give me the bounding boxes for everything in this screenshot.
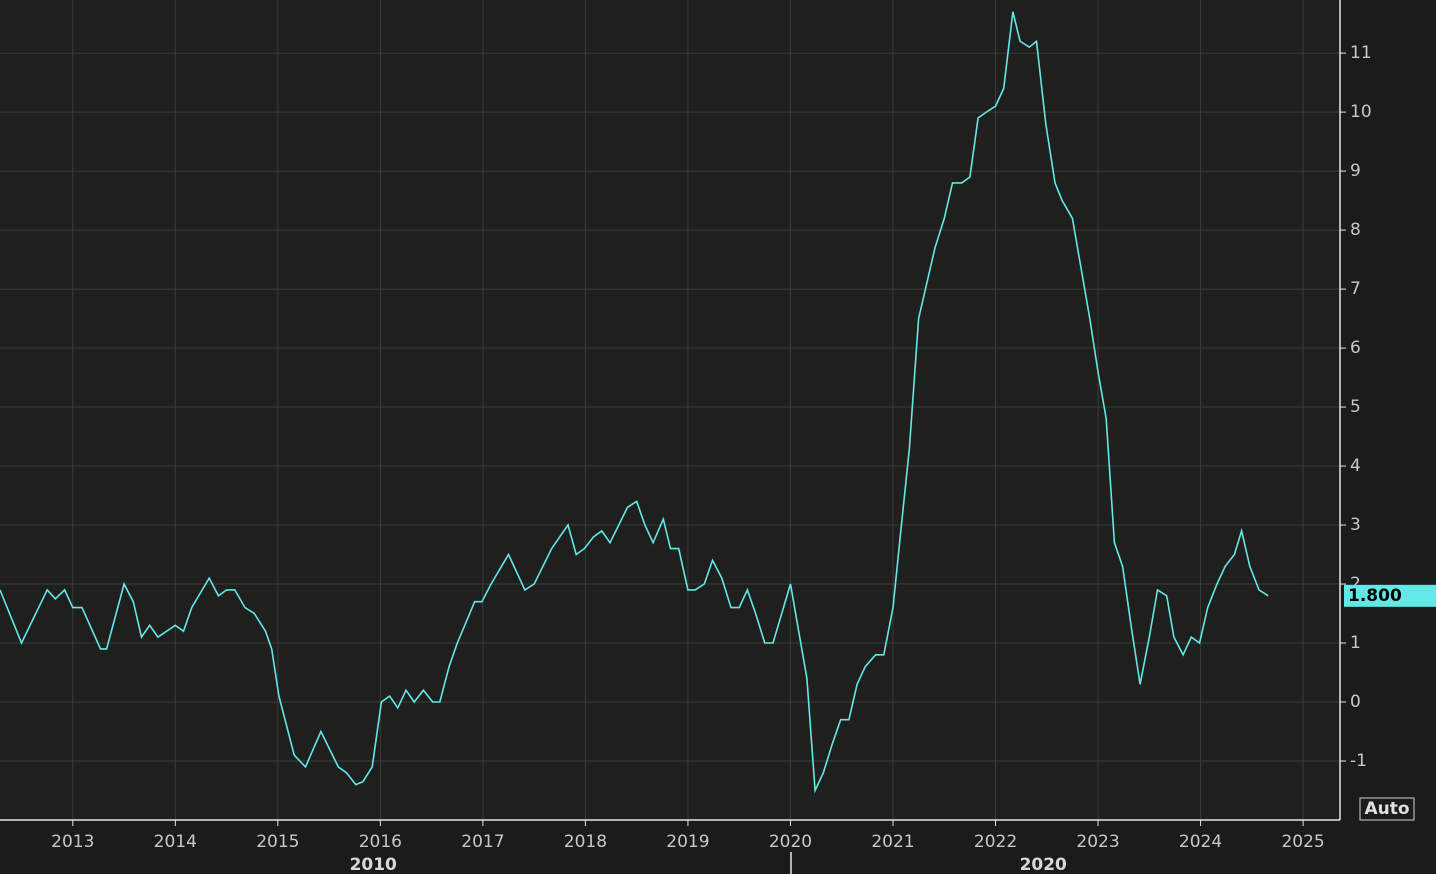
y-tick-label: 1 (1350, 633, 1361, 653)
x-tick-label: 2021 (871, 832, 914, 852)
y-tick-label: 10 (1350, 102, 1372, 122)
y-tick-label: 2 (1350, 574, 1361, 594)
x-tick-label: 2024 (1179, 832, 1222, 852)
y-tick-label: 0 (1350, 692, 1361, 712)
x-tick-label: 2017 (461, 832, 504, 852)
x-tick-label: 2019 (666, 832, 709, 852)
y-tick-label: 5 (1350, 397, 1361, 417)
y-tick-label: 8 (1350, 220, 1361, 240)
auto-button[interactable]: Auto (1364, 799, 1409, 819)
x-tick-label: 2020 (769, 832, 812, 852)
x-tick-label: 2016 (359, 832, 402, 852)
last-value-label: 1.800 (1348, 586, 1402, 606)
auto-button-frame (1359, 797, 1415, 821)
plot (0, 11, 1269, 794)
y-tick-label: 6 (1350, 338, 1361, 358)
y-tick-label: 7 (1350, 279, 1361, 299)
data-line (0, 11, 1269, 794)
y-tick-label: 3 (1350, 515, 1361, 535)
y-tick-label: -1 (1350, 751, 1367, 771)
y-tick-label: 4 (1350, 456, 1361, 476)
x-tick-label: 2022 (974, 832, 1017, 852)
x-tick-label: 2013 (51, 832, 94, 852)
x-tick-label: 2018 (564, 832, 607, 852)
x-tick-label: 2025 (1281, 832, 1324, 852)
x-tick-label: 2023 (1076, 832, 1119, 852)
x-tick-label: 2015 (256, 832, 299, 852)
grid (0, 0, 1340, 820)
last-value-box (1344, 584, 1436, 607)
y-tick-label: 9 (1350, 161, 1361, 181)
decade-label: 2020 (1020, 855, 1067, 874)
x-tick-label: 2014 (154, 832, 197, 852)
y-tick-label: 11 (1350, 43, 1372, 63)
decade-label: 2010 (350, 855, 397, 874)
plot-area (0, 0, 1340, 820)
